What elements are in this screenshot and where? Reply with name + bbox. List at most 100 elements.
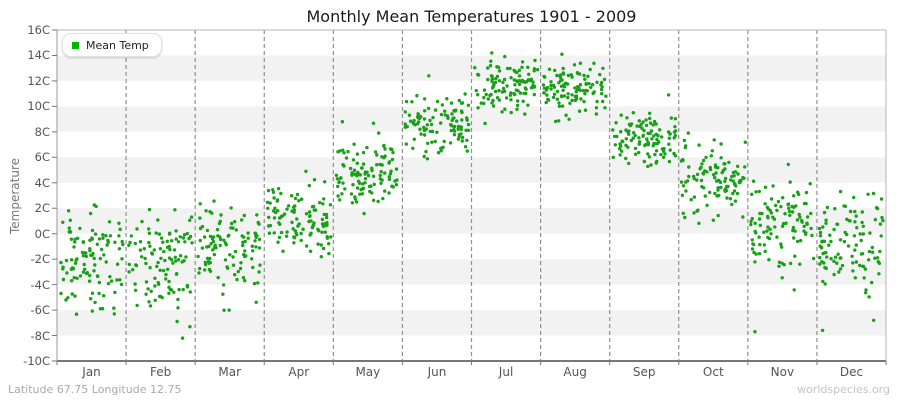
data-point <box>833 207 837 211</box>
data-point <box>762 243 767 247</box>
data-point <box>267 231 272 235</box>
data-point <box>853 276 857 280</box>
data-point <box>684 189 688 193</box>
data-point <box>786 202 791 206</box>
data-point <box>228 253 232 257</box>
data-point <box>524 91 528 96</box>
data-point <box>823 265 827 270</box>
data-point <box>504 96 509 100</box>
data-point <box>273 206 277 210</box>
data-point <box>559 94 564 98</box>
data-point <box>639 122 643 127</box>
data-point <box>822 210 827 215</box>
data-point <box>142 247 146 251</box>
data-point <box>575 87 580 92</box>
data-point <box>722 162 726 166</box>
data-point <box>672 136 676 140</box>
data-point <box>143 256 147 261</box>
data-point <box>880 215 884 220</box>
data-point <box>415 115 420 119</box>
data-point <box>149 289 153 293</box>
data-point <box>354 200 359 204</box>
data-point <box>235 277 239 282</box>
data-point <box>93 232 98 236</box>
y-tick-label: -8C <box>30 328 51 343</box>
data-point <box>786 162 790 167</box>
data-point <box>527 72 531 76</box>
data-point <box>775 235 779 239</box>
data-point <box>851 269 855 273</box>
data-point <box>211 235 216 239</box>
data-point <box>353 172 357 176</box>
data-point <box>491 98 495 103</box>
data-point <box>272 196 276 200</box>
data-point <box>515 70 519 75</box>
data-point <box>729 178 733 182</box>
data-point <box>422 154 426 159</box>
data-point <box>211 239 216 244</box>
data-point <box>445 97 449 101</box>
data-point <box>526 65 530 69</box>
data-point <box>251 249 255 253</box>
data-point <box>433 139 437 144</box>
y-tick-label: 2C <box>34 201 50 216</box>
data-point <box>531 83 535 88</box>
watermark-link[interactable]: worldspecies.org <box>797 383 890 396</box>
data-point <box>796 239 800 244</box>
data-point <box>708 190 712 195</box>
data-point <box>104 234 108 238</box>
data-point <box>429 122 434 127</box>
data-point <box>757 189 761 194</box>
data-point <box>689 197 693 202</box>
data-point <box>227 308 231 312</box>
data-point <box>257 270 261 274</box>
data-point <box>777 264 781 268</box>
data-point <box>566 95 570 100</box>
data-point <box>741 215 745 219</box>
data-point <box>780 224 785 228</box>
legend-mean-temp[interactable]: Mean Temp <box>62 33 162 57</box>
data-point <box>394 167 399 171</box>
data-point <box>266 188 271 193</box>
plot-area <box>52 29 887 365</box>
data-point <box>272 216 277 220</box>
data-point <box>297 222 301 226</box>
data-point <box>97 291 101 296</box>
data-point <box>118 227 122 231</box>
data-point <box>845 232 849 237</box>
data-point <box>557 104 562 108</box>
data-point <box>651 144 655 148</box>
data-point <box>633 152 638 156</box>
data-point <box>375 153 379 157</box>
data-point <box>618 153 622 157</box>
data-point <box>654 149 659 153</box>
data-point <box>825 205 830 210</box>
data-point <box>377 131 381 135</box>
data-point <box>250 244 254 248</box>
data-point <box>547 67 552 71</box>
data-point <box>545 93 549 97</box>
data-point <box>343 187 347 191</box>
data-point <box>457 98 461 103</box>
data-point <box>566 73 571 78</box>
data-point <box>589 85 593 89</box>
data-point <box>673 125 677 129</box>
data-point <box>832 227 836 232</box>
data-point <box>212 199 216 203</box>
data-point <box>652 134 656 138</box>
data-point <box>161 240 165 244</box>
data-point <box>587 82 591 86</box>
data-point <box>684 180 688 184</box>
data-point <box>146 287 150 291</box>
data-point <box>168 231 172 235</box>
data-point <box>407 113 412 117</box>
data-point <box>627 132 631 136</box>
data-point <box>318 200 322 205</box>
data-point <box>646 164 650 169</box>
data-point <box>334 173 339 177</box>
data-point <box>336 150 340 154</box>
data-point <box>738 180 742 185</box>
data-point <box>719 185 723 190</box>
data-point <box>641 120 645 124</box>
data-point <box>144 280 149 284</box>
